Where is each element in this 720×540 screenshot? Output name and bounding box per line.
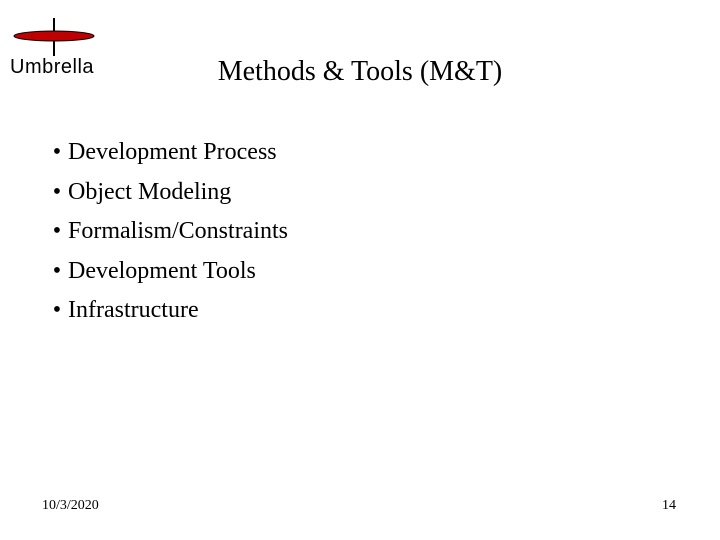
list-item: Formalism/Constraints (68, 215, 288, 249)
list-item: Development Process (68, 136, 288, 170)
list-item: Object Modeling (68, 176, 288, 210)
list-item: Development Tools (68, 255, 288, 289)
logo-umbrella (12, 18, 96, 56)
footer-date: 10/3/2020 (42, 498, 99, 514)
slide-title: Methods & Tools (M&T) (0, 56, 720, 88)
list-item: Infrastructure (68, 294, 288, 328)
footer-page-number: 14 (662, 498, 676, 514)
umbrella-icon (12, 18, 96, 56)
slide: Umbrella Methods & Tools (M&T) Developme… (0, 0, 720, 540)
bullet-list: Development Process Object Modeling Form… (68, 136, 288, 334)
